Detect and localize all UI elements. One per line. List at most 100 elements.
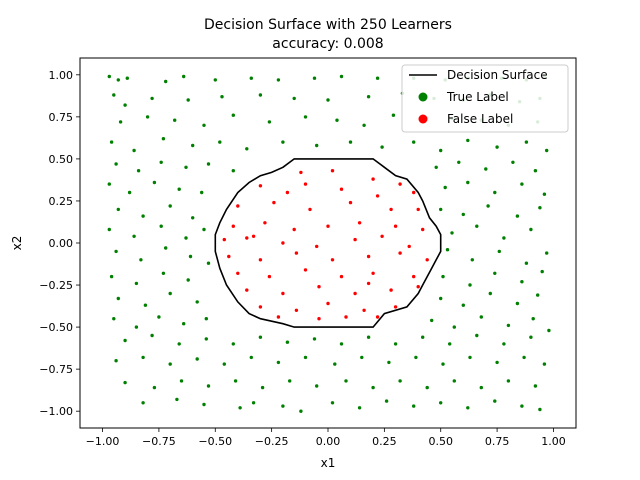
- true-label-point: [161, 271, 166, 275]
- false-label-point: [227, 254, 231, 259]
- true-label-point: [470, 258, 474, 262]
- false-label-point: [317, 285, 321, 289]
- false-label-point: [362, 308, 366, 312]
- true-label-point: [182, 322, 186, 326]
- false-label-points: [222, 169, 429, 321]
- true-label-point: [339, 74, 344, 79]
- false-label-point: [371, 271, 375, 275]
- false-label-point: [231, 224, 235, 228]
- true-label-point: [315, 384, 319, 388]
- true-label-point: [380, 145, 384, 149]
- true-label-point: [177, 187, 181, 191]
- true-label-point: [486, 204, 490, 208]
- true-label-point: [186, 98, 190, 102]
- true-label-point: [326, 98, 330, 102]
- true-label-point: [421, 335, 425, 339]
- x-tick-label: −1.00: [86, 435, 120, 448]
- true-label-point: [152, 385, 157, 390]
- true-label-point: [493, 399, 497, 403]
- false-label-point: [308, 207, 312, 212]
- x-tick-label: 0.75: [485, 435, 510, 448]
- false-label-point: [303, 182, 308, 186]
- x-tick-label: −0.75: [142, 435, 176, 448]
- true-label-point: [141, 214, 145, 218]
- y-tick-label: −0.75: [39, 363, 73, 376]
- true-label-point: [479, 315, 483, 319]
- true-label-point: [357, 406, 362, 410]
- true-label-point: [191, 143, 195, 148]
- true-label-point: [141, 401, 145, 405]
- true-label-point: [398, 379, 402, 383]
- true-label-point: [249, 76, 253, 80]
- y-tick-label: 0.75: [49, 111, 74, 124]
- true-label-point: [545, 148, 549, 153]
- false-label-point: [393, 305, 398, 309]
- decision-surface-line: [214, 158, 442, 328]
- true-label-point: [123, 103, 127, 107]
- false-label-point: [348, 200, 353, 205]
- y-axis-ticks: −1.00 −0.75 −0.50 −0.25 0.00 0.25 0.50 0.75 1.00: [39, 69, 80, 418]
- false-label-point: [263, 221, 267, 225]
- true-label-point: [506, 323, 511, 328]
- true-label-point: [168, 362, 172, 366]
- true-label-point: [520, 182, 524, 186]
- true-label-point: [538, 206, 542, 210]
- true-label-point: [303, 355, 308, 360]
- true-label-point: [348, 140, 353, 144]
- true-label-point: [515, 214, 520, 218]
- false-label-point: [281, 291, 285, 296]
- legend-box: [401, 64, 569, 133]
- false-label-point: [326, 224, 330, 228]
- true-label-point: [218, 140, 222, 144]
- false-label-point: [380, 234, 384, 238]
- false-label-point: [276, 315, 281, 319]
- true-label-point: [231, 169, 235, 173]
- false-label-point: [294, 308, 299, 312]
- false-label-point: [294, 251, 299, 255]
- false-label-point: [366, 281, 371, 286]
- true-label-point: [360, 355, 364, 360]
- false-label-point: [407, 244, 411, 249]
- true-label-point: [118, 120, 123, 124]
- true-label-point: [484, 167, 488, 171]
- true-label-point: [276, 78, 281, 82]
- true-label-point: [493, 271, 497, 275]
- true-label-point: [175, 397, 179, 402]
- false-label-point: [398, 251, 402, 255]
- true-label-point: [441, 362, 445, 366]
- true-label-point: [159, 224, 163, 228]
- false-label-point: [245, 288, 249, 292]
- true-label-point: [461, 303, 465, 307]
- false-label-point: [339, 274, 344, 279]
- false-label-point: [393, 224, 398, 228]
- false-label-point: [245, 236, 249, 240]
- true-label-point: [139, 258, 143, 262]
- true-label-point: [303, 115, 308, 119]
- true-label-point: [371, 385, 375, 390]
- true-label-point: [468, 283, 472, 287]
- true-label-point: [134, 325, 139, 329]
- x-tick-label: 0.50: [428, 435, 453, 448]
- false-label-point: [371, 177, 375, 181]
- false-label-point: [258, 184, 263, 188]
- false-label-point: [353, 237, 357, 242]
- true-label-point: [143, 303, 148, 307]
- true-label-point: [249, 355, 253, 360]
- true-label-point: [134, 281, 139, 286]
- true-label-point: [159, 160, 163, 164]
- true-label-point: [425, 385, 429, 390]
- false-label-point: [236, 204, 240, 208]
- true-label-point: [445, 248, 450, 252]
- true-label-point: [157, 315, 161, 319]
- false-label-point: [299, 170, 303, 175]
- boundary-layer: [214, 158, 442, 328]
- true-label-point: [107, 182, 112, 186]
- true-label-point: [312, 76, 317, 80]
- true-label-point: [391, 113, 396, 117]
- true-label-point: [466, 138, 470, 143]
- true-label-point: [439, 148, 443, 153]
- true-label-point: [412, 140, 416, 144]
- true-label-point: [536, 293, 540, 297]
- y-tick-label: 0.50: [49, 153, 74, 166]
- true-label-point: [292, 96, 296, 101]
